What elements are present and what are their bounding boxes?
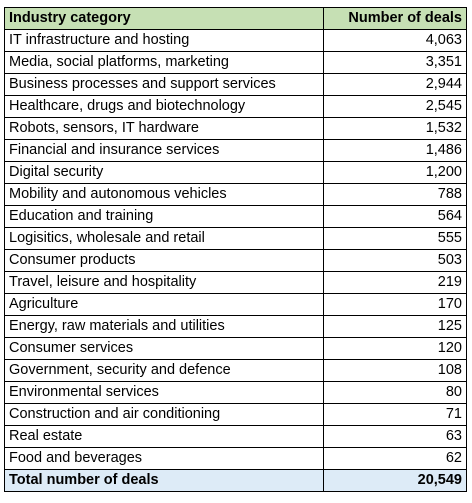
body-row: Media, social platforms, marketing 3,351: [4, 51, 467, 74]
deals-cell: 120: [323, 337, 467, 360]
category-cell: IT infrastructure and hosting: [4, 29, 324, 52]
category-cell: Construction and air conditioning: [4, 403, 324, 426]
category-cell: Environmental services: [4, 381, 324, 404]
body-row: Education and training 564: [4, 205, 467, 228]
category-cell: Travel, leisure and hospitality: [4, 271, 324, 294]
body-row: Robots, sensors, IT hardware 1,532: [4, 117, 467, 140]
body-row: Consumer products 503: [4, 249, 467, 272]
category-cell: Agriculture: [4, 293, 324, 316]
deals-cell: 3,351: [323, 51, 467, 74]
deals-cell: 4,063: [323, 29, 467, 52]
deals-cell: Number of deals: [323, 7, 467, 30]
deals-cell: 71: [323, 403, 467, 426]
deals-cell: 1,532: [323, 117, 467, 140]
body-row: Food and beverages 62: [4, 447, 467, 470]
body-row: Travel, leisure and hospitality 219: [4, 271, 467, 294]
deals-cell: 2,944: [323, 73, 467, 96]
body-row: Construction and air conditioning 71: [4, 403, 467, 426]
table-body: Industry category Number of deals IT infra…: [4, 7, 467, 492]
deals-cell: 20,549: [323, 469, 467, 492]
category-cell: Industry category: [4, 7, 324, 30]
body-row: Healthcare, drugs and biotechnology 2,545: [4, 95, 467, 118]
deals-cell: 170: [323, 293, 467, 316]
category-cell: Consumer products: [4, 249, 324, 272]
category-cell: Financial and insurance services: [4, 139, 324, 162]
body-row: Environmental services 80: [4, 381, 467, 404]
body-row: Logisitics, wholesale and retail 555: [4, 227, 467, 250]
body-row: Business processes and support services 2…: [4, 73, 467, 96]
deals-cell: 63: [323, 425, 467, 448]
deals-cell: 80: [323, 381, 467, 404]
body-row: Financial and insurance services 1,486: [4, 139, 467, 162]
body-row: Digital security 1,200: [4, 161, 467, 184]
category-cell: Energy, raw materials and utilities: [4, 315, 324, 338]
category-cell: Media, social platforms, marketing: [4, 51, 324, 74]
category-cell: Robots, sensors, IT hardware: [4, 117, 324, 140]
body-row: Consumer services 120: [4, 337, 467, 360]
deals-cell: 1,486: [323, 139, 467, 162]
body-row: Energy, raw materials and utilities 125: [4, 315, 467, 338]
head-row: Industry category Number of deals: [4, 7, 467, 30]
deals-table: Industry category Number of deals IT infra…: [4, 7, 467, 492]
category-cell: Consumer services: [4, 337, 324, 360]
deals-cell: 555: [323, 227, 467, 250]
category-cell: Healthcare, drugs and biotechnology: [4, 95, 324, 118]
category-cell: Government, security and defence: [4, 359, 324, 382]
body-row: Real estate 63: [4, 425, 467, 448]
category-cell: Logisitics, wholesale and retail: [4, 227, 324, 250]
total-row: Total number of deals 20,549: [4, 469, 467, 492]
deals-cell: 788: [323, 183, 467, 206]
body-row: Government, security and defence 108: [4, 359, 467, 382]
deals-cell: 503: [323, 249, 467, 272]
category-cell: Education and training: [4, 205, 324, 228]
deals-cell: 564: [323, 205, 467, 228]
deals-cell: 219: [323, 271, 467, 294]
deals-cell: 1,200: [323, 161, 467, 184]
body-row: Mobility and autonomous vehicles 788: [4, 183, 467, 206]
category-cell: Food and beverages: [4, 447, 324, 470]
deals-cell: 2,545: [323, 95, 467, 118]
category-cell: Total number of deals: [4, 469, 324, 492]
deals-cell: 125: [323, 315, 467, 338]
category-cell: Mobility and autonomous vehicles: [4, 183, 324, 206]
body-row: Agriculture 170: [4, 293, 467, 316]
category-cell: Real estate: [4, 425, 324, 448]
deals-cell: 108: [323, 359, 467, 382]
deals-cell: 62: [323, 447, 467, 470]
category-cell: Digital security: [4, 161, 324, 184]
category-cell: Business processes and support services: [4, 73, 324, 96]
body-row: IT infrastructure and hosting 4,063: [4, 29, 467, 52]
